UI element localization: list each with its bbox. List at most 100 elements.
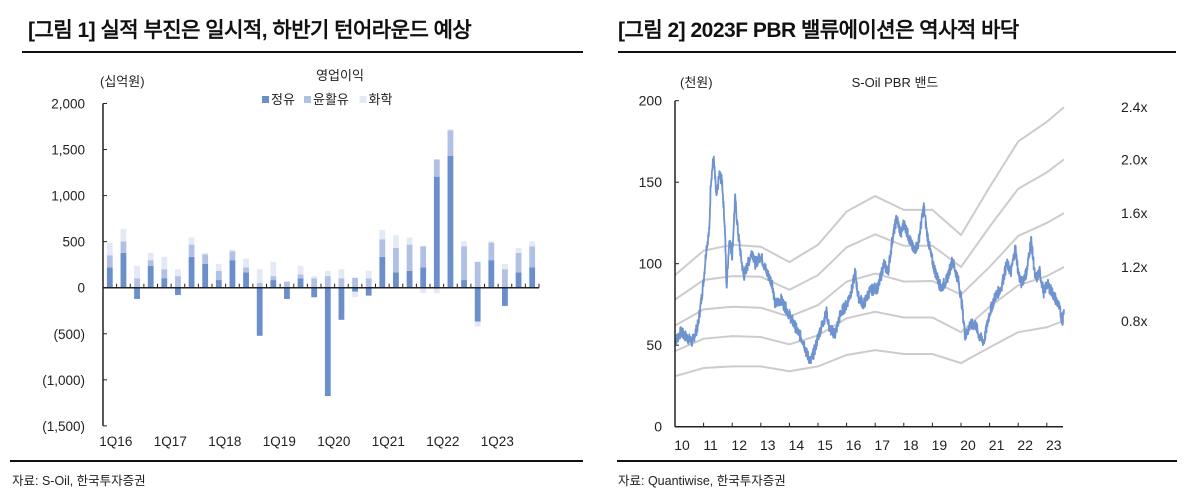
bar-3Q19-화학 bbox=[297, 265, 304, 275]
y-tick-label: 100 bbox=[639, 256, 663, 272]
bar-4Q22-윤활유 bbox=[474, 261, 481, 288]
bar-4Q21-화학 bbox=[420, 287, 427, 294]
legend-swatch-화학 bbox=[359, 96, 367, 103]
bar-1Q21-윤활유 bbox=[379, 239, 386, 257]
bar-3Q21-화학 bbox=[406, 237, 413, 245]
band-label-2.4x: 2.4x bbox=[1121, 99, 1147, 115]
y-tick-label: 1,000 bbox=[51, 189, 85, 204]
bar-2Q22-정유 bbox=[447, 155, 454, 288]
operating-profit-bar-chart: (십억원) 영업이익 정유 윤활유 화학 2,000 1,500 1,000 500 0 (5… bbox=[42, 68, 540, 449]
bar-1Q19-정유 bbox=[270, 280, 277, 288]
bar-4Q18-윤활유 bbox=[256, 282, 263, 288]
x-tick-label: 1Q17 bbox=[154, 434, 187, 449]
legend-swatch-정유 bbox=[262, 96, 269, 103]
bar-3Q18-화학 bbox=[243, 258, 249, 268]
x-tick-label: 23 bbox=[1046, 437, 1062, 453]
source-right: 자료: Quantiwise, 한국투자증권 bbox=[618, 474, 786, 488]
share-price-line bbox=[674, 155, 1065, 365]
pbr-band-0.8x bbox=[674, 319, 1065, 378]
y-tick-label: (500) bbox=[53, 327, 85, 342]
bar-3Q21-정유 bbox=[406, 270, 413, 288]
bar-2Q18-화학 bbox=[229, 249, 236, 252]
source-left: 자료: S-Oil, 한국투자증권 bbox=[12, 474, 146, 488]
bar-1Q18-정유 bbox=[215, 280, 222, 288]
x-tick-label: 14 bbox=[789, 437, 805, 453]
legend-swatch-윤활유 bbox=[304, 96, 311, 103]
pbr-band-2.4x bbox=[674, 106, 1065, 276]
bar-4Q20-정유 bbox=[365, 287, 372, 296]
legend-label: 정유 bbox=[271, 92, 295, 107]
bar-3Q18-윤활유 bbox=[243, 267, 249, 273]
bar-4Q17-윤활유 bbox=[202, 254, 209, 264]
y-tick-label: 50 bbox=[646, 337, 662, 353]
bar-3Q16-화학 bbox=[134, 265, 140, 279]
x-tick-label: 18 bbox=[903, 437, 919, 453]
bar-4Q23-정유 bbox=[529, 267, 536, 288]
y-tick-label: 150 bbox=[639, 174, 663, 190]
y-tick-label: 500 bbox=[62, 235, 85, 250]
legend-label: 윤활유 bbox=[313, 92, 349, 107]
x-tick-label: 1Q20 bbox=[317, 434, 350, 449]
bar-1Q18-화학 bbox=[215, 263, 222, 271]
figure-2-title: [그림 2] 2023F PBR 밸류에이션은 역사적 바닥 bbox=[618, 19, 1019, 42]
x-tick-label: 17 bbox=[874, 437, 890, 453]
bar-2Q19-화학 bbox=[284, 281, 290, 282]
bar-1Q16-정유 bbox=[106, 267, 113, 288]
bar-1Q17-윤활유 bbox=[161, 269, 168, 279]
bar-1Q22-정유 bbox=[433, 176, 440, 288]
bar-4Q17-정유 bbox=[202, 263, 209, 288]
band-label-0.8x: 0.8x bbox=[1121, 313, 1147, 329]
bar-3Q22-윤활유 bbox=[461, 246, 467, 281]
bar-3Q21-윤활유 bbox=[406, 244, 413, 271]
x-tick-label: 20 bbox=[960, 437, 976, 453]
bar-1Q23-윤활유 bbox=[488, 242, 495, 261]
bar-2Q16-윤활유 bbox=[120, 241, 127, 253]
pbr-band-line-chart: (천원) S-Oil PBR 밴드 0 50 100 150 200 10 11 12 13 14… bbox=[639, 75, 1148, 453]
x-tick-label: 15 bbox=[817, 437, 833, 453]
bar-3Q20-정유 bbox=[352, 287, 358, 292]
bar-2Q18-윤활유 bbox=[229, 251, 236, 261]
y-tick-label: 2,000 bbox=[51, 97, 85, 112]
y-tick-label: (1,500) bbox=[42, 419, 85, 434]
y-tick-label: 200 bbox=[639, 93, 663, 109]
bar-2Q23-윤활유 bbox=[502, 269, 508, 288]
band-label-1.6x: 1.6x bbox=[1121, 205, 1147, 221]
bar-2Q22-화학 bbox=[447, 129, 454, 131]
bar-2Q19-정유 bbox=[284, 287, 290, 299]
bar-2Q23-정유 bbox=[502, 287, 508, 306]
x-tick-label: 16 bbox=[846, 437, 862, 453]
title-divider-left bbox=[22, 51, 583, 53]
y-tick-label: 1,500 bbox=[51, 143, 85, 158]
bar-2Q19-윤활유 bbox=[284, 281, 290, 288]
bar-4Q22-화학 bbox=[474, 321, 481, 327]
pbr-band-1.6x bbox=[674, 212, 1065, 327]
bar-4Q19-윤활유 bbox=[311, 278, 318, 288]
bar-3Q20-윤활유 bbox=[352, 277, 358, 288]
bar-1Q17-정유 bbox=[161, 278, 168, 288]
legend: 정유 윤활유 화학 bbox=[262, 92, 392, 107]
bar-3Q22-정유 bbox=[461, 280, 467, 288]
band-label-2.0x: 2.0x bbox=[1121, 151, 1147, 167]
chart-title: 영업이익 bbox=[316, 68, 364, 83]
bar-4Q21-정유 bbox=[420, 267, 427, 288]
legend-label: 화학 bbox=[369, 92, 393, 107]
x-tick-label: 1Q19 bbox=[263, 434, 296, 449]
bar-1Q16-화학 bbox=[106, 242, 113, 256]
bar-1Q21-정유 bbox=[379, 256, 386, 288]
bar-4Q22-정유 bbox=[474, 287, 481, 322]
bar-1Q19-윤활유 bbox=[270, 276, 277, 281]
x-tick-label: 11 bbox=[703, 437, 718, 453]
bar-3Q17-윤활유 bbox=[188, 244, 195, 257]
bar-2Q17-화학 bbox=[175, 269, 181, 277]
bar-4Q16-정유 bbox=[147, 265, 154, 288]
bar-3Q23-윤활유 bbox=[515, 252, 522, 273]
bar-4Q18-화학 bbox=[256, 269, 263, 283]
bar-1Q22-화학 bbox=[433, 287, 440, 294]
bar-4Q20-화학 bbox=[365, 270, 372, 279]
x-tick-label: 1Q16 bbox=[99, 434, 132, 449]
x-tick-label: 19 bbox=[932, 437, 948, 453]
bar-4Q23-화학 bbox=[529, 241, 536, 247]
pbr-band-2.0x bbox=[674, 158, 1065, 301]
bar-2Q21-정유 bbox=[393, 272, 399, 288]
bar-1Q23-화학 bbox=[488, 241, 495, 243]
